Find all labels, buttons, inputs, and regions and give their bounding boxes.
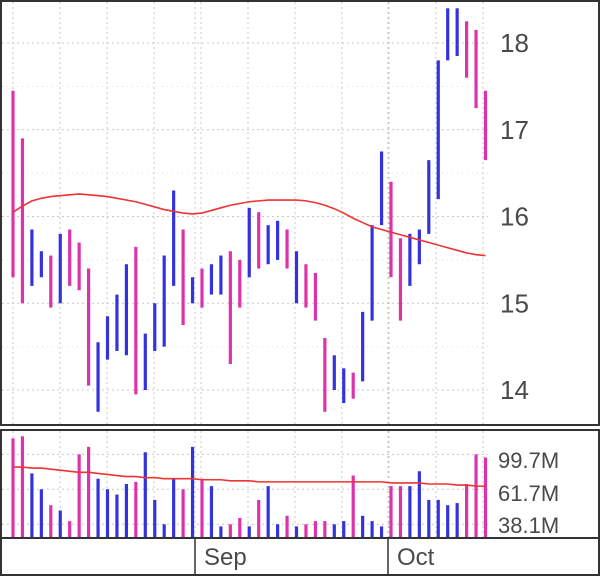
x-axis-labels: Sep Oct <box>194 538 435 575</box>
volume-tick-label: 99.7M <box>498 448 559 473</box>
price-tick-label: 16 <box>500 202 529 232</box>
volume-bars <box>11 436 488 537</box>
price-panel: 14 15 16 17 18 <box>0 0 600 426</box>
volume-tick-label: 38.1M <box>498 513 559 538</box>
volume-grid <box>2 431 488 537</box>
x-axis: Sep Oct <box>0 537 600 576</box>
price-grid <box>2 2 488 425</box>
x-axis-label: Oct <box>397 544 435 571</box>
price-tick-label: 14 <box>500 375 529 405</box>
price-tick-label: 18 <box>500 28 529 58</box>
price-tick-label: 15 <box>500 288 529 318</box>
volume-tick-label: 61.7M <box>498 481 559 506</box>
x-axis-frame <box>0 537 600 576</box>
price-moving-average-line <box>12 193 486 257</box>
price-bars <box>11 8 488 412</box>
volume-panel: 99.7M 61.7M 38.1M <box>0 429 600 539</box>
price-tick-label: 17 <box>500 115 529 145</box>
x-axis-label: Sep <box>204 544 247 571</box>
price-axis-labels: 14 15 16 17 18 <box>500 28 529 405</box>
price-panel-frame <box>0 0 600 426</box>
volume-axis-labels: 99.7M 61.7M 38.1M <box>498 448 559 538</box>
volume-moving-average-line <box>13 466 486 487</box>
